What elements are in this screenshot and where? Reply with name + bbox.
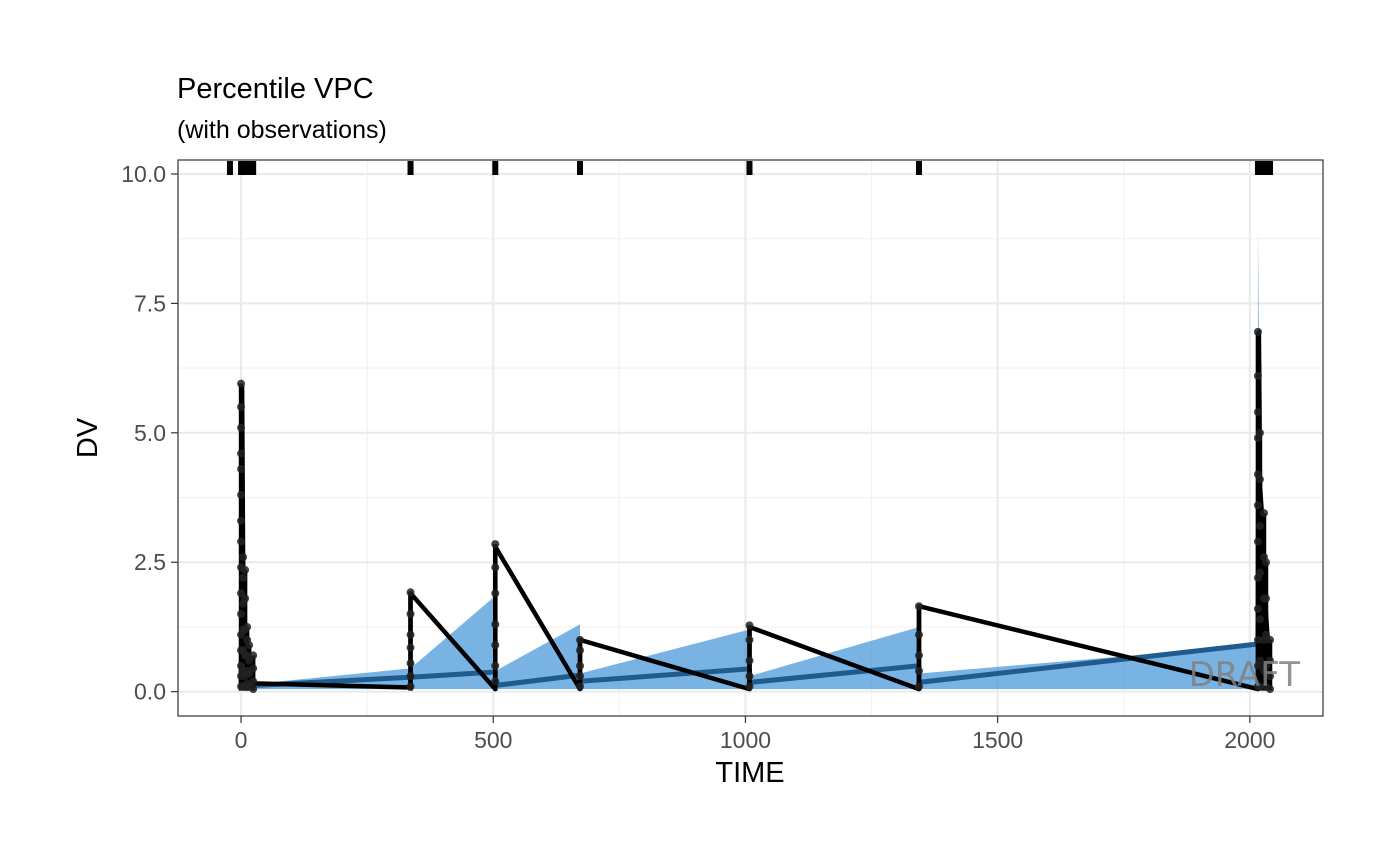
obs-point <box>245 641 254 650</box>
x-tick-label: 1500 <box>972 727 1023 753</box>
obs-point <box>1255 522 1264 531</box>
obs-point <box>239 573 248 582</box>
y-tick-label: 7.5 <box>134 290 166 316</box>
obs-point <box>237 449 246 458</box>
obs-point <box>576 682 585 691</box>
x-tick-label: 2000 <box>1224 727 1275 753</box>
x-axis-title: TIME <box>715 757 784 789</box>
obs-point <box>1253 501 1262 510</box>
obs-point <box>1266 685 1275 694</box>
obs-point <box>237 402 246 411</box>
obs-point <box>249 685 258 694</box>
obs-point <box>243 622 252 631</box>
minor-gridlines <box>178 160 1323 716</box>
x-axis: 0 500 1000 1500 2000 <box>235 716 1275 753</box>
obs-point <box>1253 408 1262 417</box>
obs-point <box>914 682 923 691</box>
obs-point <box>237 610 246 619</box>
obs-point <box>491 661 500 670</box>
x-tick-label: 0 <box>235 727 248 753</box>
obs-point <box>576 672 585 681</box>
obs-point <box>491 641 500 650</box>
obs-point <box>914 651 923 660</box>
obs-point <box>241 594 250 603</box>
obs-point <box>491 589 500 598</box>
x-tick-label: 1000 <box>720 727 771 753</box>
obs-point <box>745 621 754 630</box>
bin-rug-layer <box>226 161 1274 176</box>
observed-layer <box>237 327 1275 694</box>
obs-point <box>237 423 246 432</box>
obs-point <box>237 379 246 388</box>
obs-point <box>1253 327 1262 336</box>
obs-point <box>249 677 258 686</box>
obs-point <box>1266 672 1275 681</box>
chart-subtitle: (with observations) <box>177 116 387 144</box>
obs-point <box>237 490 246 499</box>
obs-point <box>914 630 923 639</box>
obs-point <box>237 516 246 525</box>
obs-point <box>1262 558 1271 567</box>
obs-point <box>249 651 258 660</box>
y-tick-label: 0.0 <box>134 679 166 705</box>
obs-point <box>576 635 585 644</box>
obs-point <box>1266 635 1275 644</box>
draft-watermark: DRAFT <box>1189 655 1301 695</box>
obs-point <box>1255 656 1264 665</box>
y-tick-label: 5.0 <box>134 420 166 446</box>
obs-point <box>576 661 585 670</box>
obs-point <box>1253 371 1262 380</box>
obs-point <box>406 643 415 652</box>
plot-panel: DRAFT <box>177 159 1324 717</box>
obs-point <box>406 610 415 619</box>
obs-point <box>1255 682 1264 691</box>
obs-point <box>1255 428 1264 437</box>
y-tick-label: 10.0 <box>121 161 166 187</box>
obs-point <box>1253 604 1262 613</box>
obs-point <box>1253 537 1262 546</box>
y-axis: 0.0 2.5 5.0 7.5 10.0 <box>121 161 178 705</box>
obs-point <box>406 672 415 681</box>
obs-point <box>1255 568 1264 577</box>
panel-border <box>177 159 1324 717</box>
obs-point <box>1253 635 1262 644</box>
obs-point <box>1262 594 1271 603</box>
obs-point <box>491 677 500 686</box>
obs-point <box>491 620 500 629</box>
obs-point <box>576 646 585 655</box>
obs-point <box>237 537 246 546</box>
obs-point <box>1259 509 1268 518</box>
obs-point <box>241 566 250 575</box>
obs-point <box>406 630 415 639</box>
obs-point <box>406 588 415 597</box>
obs-point <box>914 602 923 611</box>
obs-point <box>745 672 754 681</box>
obs-point <box>239 553 248 562</box>
obs-point <box>491 563 500 572</box>
obs-point <box>745 635 754 644</box>
obs-point <box>406 682 415 691</box>
obs-point <box>491 540 500 549</box>
obs-point <box>237 465 246 474</box>
obs-point <box>406 659 415 668</box>
obs-point <box>745 656 754 665</box>
obs-point <box>745 682 754 691</box>
obs-point <box>1255 615 1264 624</box>
obs-point <box>1266 656 1275 665</box>
obs-point <box>1255 475 1264 484</box>
y-tick-label: 2.5 <box>134 549 166 575</box>
obs-point <box>249 664 258 673</box>
chart-title: Percentile VPC <box>177 73 374 105</box>
x-tick-label: 500 <box>474 727 512 753</box>
y-axis-title: DV <box>72 417 104 458</box>
obs-point <box>914 666 923 675</box>
